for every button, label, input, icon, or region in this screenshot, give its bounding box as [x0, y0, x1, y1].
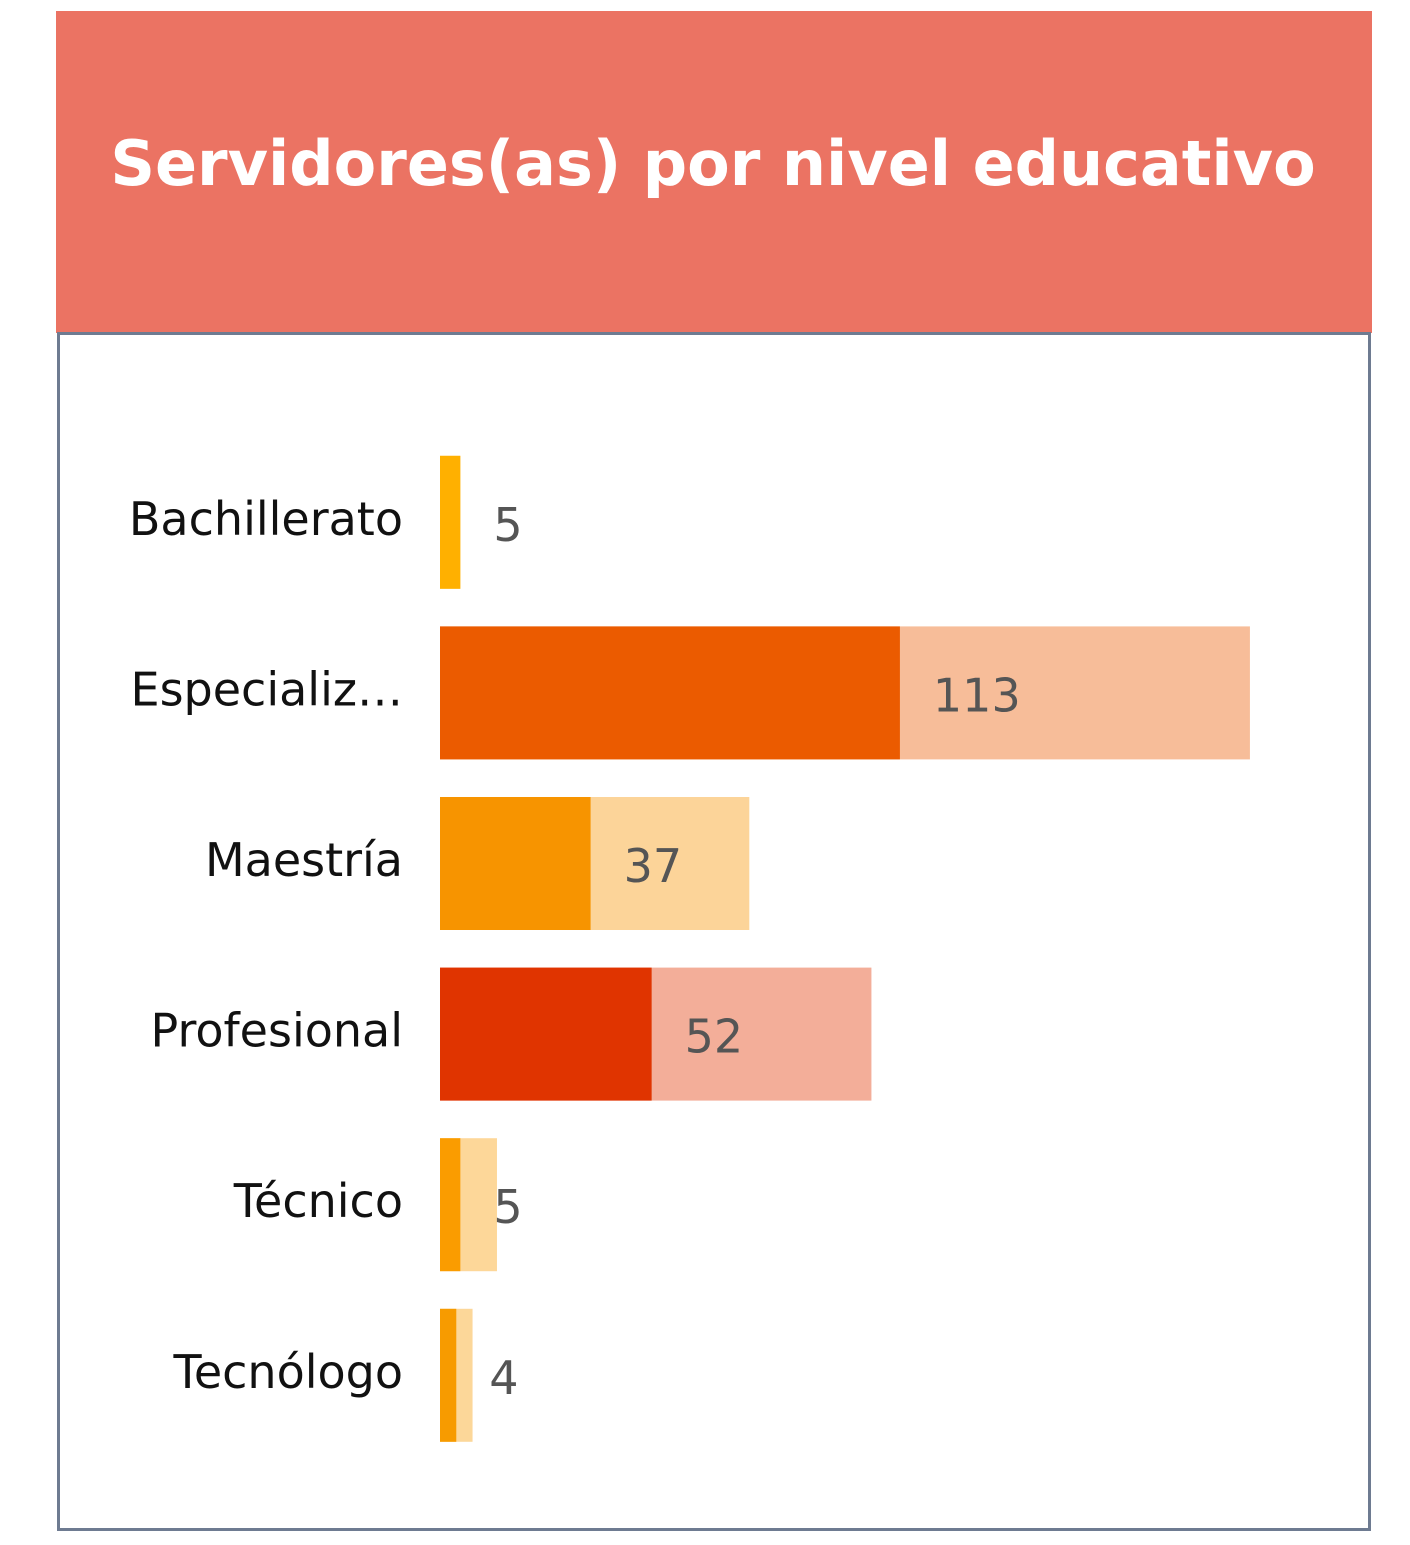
category-label: Maestría	[205, 833, 403, 887]
bar	[440, 626, 900, 760]
category-label: Especializ…	[131, 662, 404, 716]
bar	[440, 1138, 461, 1272]
value-label: 5	[493, 1180, 522, 1234]
category-label: Profesional	[151, 1004, 403, 1058]
frame	[57, 332, 1371, 1531]
value-label: 5	[493, 498, 522, 552]
value-label: 52	[685, 1010, 744, 1064]
category-label: Bachillerato	[129, 492, 403, 546]
category-label: Técnico	[233, 1174, 403, 1228]
value-label: 4	[489, 1351, 518, 1405]
category-label: Tecnólogo	[173, 1345, 403, 1399]
value-label: 113	[933, 668, 1021, 722]
chart-title: Servidores(as) por nivel educativo	[110, 127, 1315, 200]
bar	[440, 797, 591, 930]
bar	[440, 967, 652, 1101]
header	[56, 11, 1372, 333]
bar	[440, 1308, 457, 1442]
bar	[440, 455, 461, 589]
value-label: 37	[624, 839, 683, 893]
